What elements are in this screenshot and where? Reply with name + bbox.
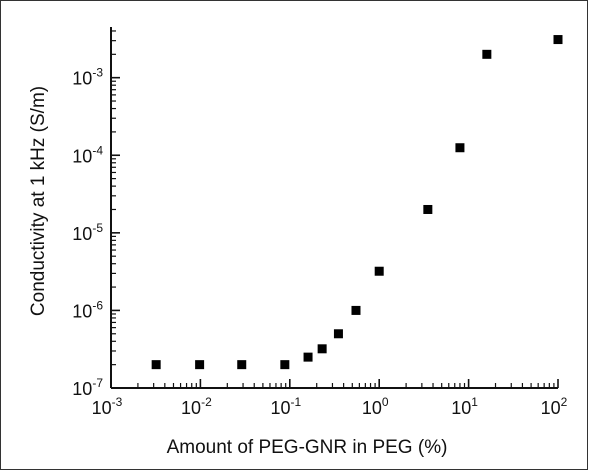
data-point (423, 204, 433, 214)
ticks: 10-3 10-2 10-1 100 101 102 10-7 10-6 10-5 10-4 10-… (72, 30, 568, 418)
data-point (455, 143, 465, 153)
x-tick-label: 10-1 (270, 395, 301, 418)
x-tick-label: 102 (541, 395, 568, 418)
y-tick-label: 10-5 (72, 221, 103, 244)
data-point (280, 360, 290, 370)
y-axis-label: Conductivity at 1 kHz (S/m) (28, 86, 49, 316)
data-point (303, 352, 313, 362)
data-point (374, 266, 384, 276)
data-point (237, 360, 247, 370)
x-tick-label: 101 (451, 395, 478, 418)
data-point (195, 360, 205, 370)
data-point (151, 360, 161, 370)
data-point (482, 49, 492, 59)
data-points (151, 35, 563, 370)
y-tick-label: 10-6 (72, 298, 103, 321)
x-tick-label: 10-3 (92, 395, 123, 418)
y-tick-label: 10-4 (72, 143, 103, 166)
data-point (553, 35, 563, 45)
y-tick-label: 10-7 (72, 376, 103, 399)
x-tick-label: 10-2 (181, 395, 212, 418)
x-tick-label: 100 (362, 395, 389, 418)
data-point (351, 305, 361, 315)
y-tick-label: 10-3 (72, 66, 103, 89)
data-point (333, 329, 343, 339)
x-axis-label: Amount of PEG-GNR in PEG (%) (167, 437, 448, 458)
data-point (317, 344, 327, 354)
